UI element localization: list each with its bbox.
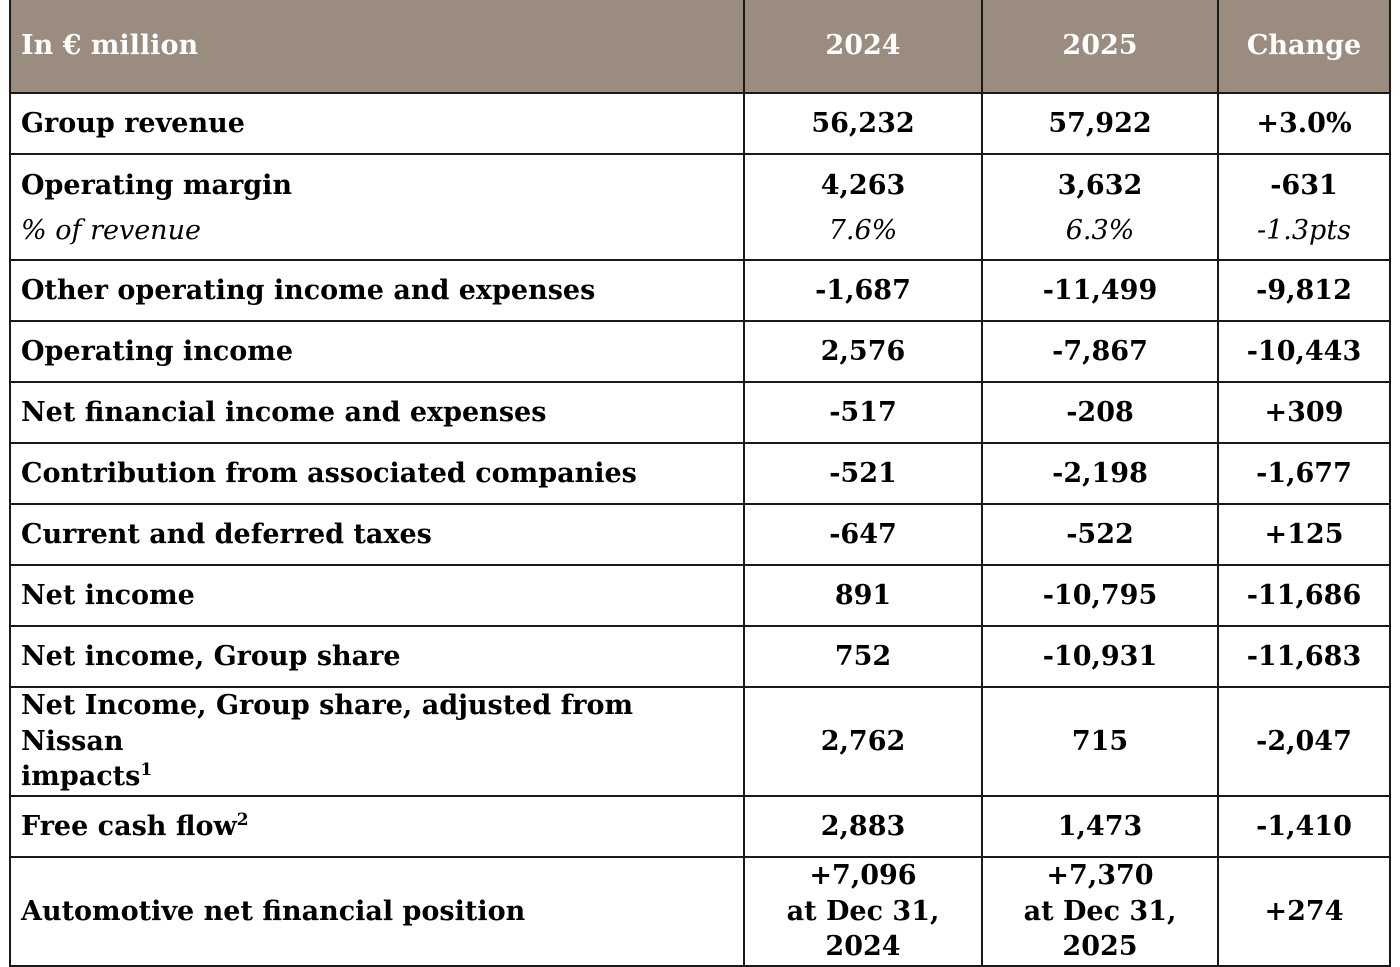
row-sub-label: % of revenue [21, 215, 201, 246]
value-change: -1,410 [1217, 794, 1391, 858]
table-row-operating-income: Operating income 2,576 -7,867 -10,443 [9, 320, 1391, 383]
value-change: -631 [1270, 170, 1338, 201]
table-row-automotive-nfp: Automotive net financial position +7,096… [9, 855, 1391, 967]
row-label: Free cash flow [21, 810, 237, 842]
value-change: +125 [1217, 503, 1391, 566]
value-change: -11,686 [1217, 564, 1391, 627]
value-2025: -10,931 [981, 625, 1219, 688]
header-unit-label: In € million [9, 0, 745, 94]
header-row: In € million 2024 2025 Change [9, 0, 1391, 94]
row-label-cell: Net Income, Group share, adjusted from N… [9, 686, 745, 797]
value-2025: 3,632 [1057, 170, 1143, 201]
row-label: Current and deferred taxes [9, 503, 745, 566]
header-change: Change [1217, 0, 1391, 94]
table-body: Group revenue 56,232 57,922 +3.0% Operat… [9, 92, 1391, 967]
value-2024-line2: at Dec 31, 2024 [786, 895, 940, 963]
table-row-group-revenue: Group revenue 56,232 57,922 +3.0% [9, 92, 1391, 155]
row-label: Net financial income and expenses [9, 381, 745, 444]
table-row-associated-companies: Contribution from associated companies -… [9, 442, 1391, 505]
value-2025: -10,795 [981, 564, 1219, 627]
row-label-line2-wrap: impacts1 [21, 759, 743, 795]
value-change: +309 [1217, 381, 1391, 444]
value-change: +274 [1217, 855, 1391, 967]
value-2025: -11,499 [981, 259, 1219, 322]
table-row-net-income-group: Net income, Group share 752 -10,931 -11,… [9, 625, 1391, 688]
row-label: Net income, Group share [9, 625, 745, 688]
table-row-taxes: Current and deferred taxes -647 -522 +12… [9, 503, 1391, 566]
row-label-cell: Free cash flow2 [9, 794, 745, 858]
table-header: In € million 2024 2025 Change [9, 0, 1391, 94]
value-2025-line3: 2025 [1062, 931, 1138, 963]
row-label-cell: Operating margin % of revenue [9, 153, 745, 261]
table-row-net-financial: Net financial income and expenses -517 -… [9, 381, 1391, 444]
header-2025: 2025 [981, 0, 1219, 94]
value-2024-cell: +7,096 at Dec 31, 2024 [743, 855, 983, 967]
value-2024: -1,687 [743, 259, 983, 322]
table-row-net-income-adjusted: Net Income, Group share, adjusted from N… [9, 686, 1391, 797]
value-2025: -2,198 [981, 442, 1219, 505]
sub-value-2024: 7.6% [828, 215, 898, 246]
value-2025-cell: +7,370 at Dec 31, 2025 [981, 855, 1219, 967]
table-row-free-cash-flow: Free cash flow2 2,883 1,473 -1,410 [9, 794, 1391, 858]
value-2025: -522 [981, 503, 1219, 566]
value-change: +3.0% [1217, 92, 1391, 155]
value-2025-line2: at Dec 31, [1023, 895, 1177, 927]
row-label-line2: impacts [21, 761, 141, 793]
value-2025: 57,922 [981, 92, 1219, 155]
value-change: -9,812 [1217, 259, 1391, 322]
row-label: Contribution from associated companies [9, 442, 745, 505]
value-2025-cell: 3,632 6.3% [981, 153, 1219, 261]
header-2024: 2024 [743, 0, 983, 94]
row-label: Other operating income and expenses [9, 259, 745, 322]
row-label: Net income [9, 564, 745, 627]
value-2024: 56,232 [743, 92, 983, 155]
value-2025-line1: +7,370 [1046, 859, 1154, 891]
financial-results-table: In € million 2024 2025 Change Group reve… [9, 0, 1391, 967]
footnote-marker: 2 [236, 809, 249, 830]
value-2024: -647 [743, 503, 983, 566]
value-change-cell: -631 -1.3pts [1217, 153, 1391, 261]
value-2025: 1,473 [981, 794, 1219, 858]
value-change: -11,683 [1217, 625, 1391, 688]
sub-value-change: -1.3pts [1256, 215, 1352, 246]
table-row-operating-margin: Operating margin % of revenue 4,263 7.6%… [9, 153, 1391, 261]
table-row-net-income: Net income 891 -10,795 -11,686 [9, 564, 1391, 627]
value-2025: -7,867 [981, 320, 1219, 383]
value-2024: 2,576 [743, 320, 983, 383]
value-2024-cell: 4,263 7.6% [743, 153, 983, 261]
row-label: Operating margin [21, 170, 292, 201]
value-2024: 891 [743, 564, 983, 627]
row-label: Group revenue [9, 92, 745, 155]
sub-value-2025: 6.3% [1065, 215, 1135, 246]
row-label: Automotive net financial position [9, 855, 745, 967]
value-2024: 752 [743, 625, 983, 688]
value-2024: -521 [743, 442, 983, 505]
row-label-line1: Net Income, Group share, adjusted from N… [21, 690, 634, 757]
value-2024-line1: +7,096 [809, 859, 917, 891]
value-2024: -517 [743, 381, 983, 444]
value-2025: -208 [981, 381, 1219, 444]
value-change: -10,443 [1217, 320, 1391, 383]
value-2024: 4,263 [820, 170, 906, 201]
value-change: -1,677 [1217, 442, 1391, 505]
value-2024: 2,883 [743, 794, 983, 858]
value-2024: 2,762 [743, 686, 983, 797]
footnote-marker: 1 [140, 760, 153, 781]
row-label: Operating income [9, 320, 745, 383]
value-change: -2,047 [1217, 686, 1391, 797]
value-2025: 715 [981, 686, 1219, 797]
table-row-other-operating: Other operating income and expenses -1,6… [9, 259, 1391, 322]
